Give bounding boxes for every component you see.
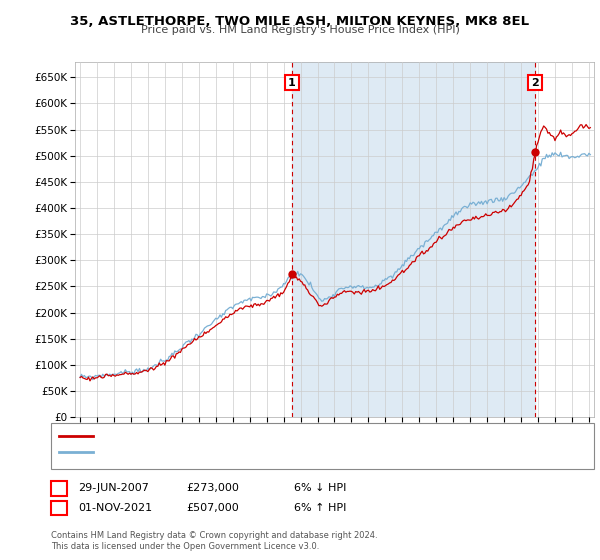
Text: 6% ↓ HPI: 6% ↓ HPI [294,483,346,493]
Text: HPI: Average price, detached house, Milton Keynes: HPI: Average price, detached house, Milt… [97,447,346,458]
Text: 2: 2 [531,77,539,87]
Text: 29-JUN-2007: 29-JUN-2007 [78,483,149,493]
Text: 1: 1 [288,77,296,87]
Text: 35, ASTLETHORPE, TWO MILE ASH, MILTON KEYNES, MK8 8EL (detached house): 35, ASTLETHORPE, TWO MILE ASH, MILTON KE… [97,431,486,441]
Text: This data is licensed under the Open Government Licence v3.0.: This data is licensed under the Open Gov… [51,542,319,550]
Text: 2: 2 [55,503,62,513]
Text: 6% ↑ HPI: 6% ↑ HPI [294,503,346,513]
Text: £507,000: £507,000 [186,503,239,513]
Text: Contains HM Land Registry data © Crown copyright and database right 2024.: Contains HM Land Registry data © Crown c… [51,531,377,540]
Text: 35, ASTLETHORPE, TWO MILE ASH, MILTON KEYNES, MK8 8EL: 35, ASTLETHORPE, TWO MILE ASH, MILTON KE… [70,15,530,27]
Bar [292,62,535,417]
Text: 01-NOV-2021: 01-NOV-2021 [78,503,152,513]
Text: 1: 1 [55,483,62,493]
Text: Price paid vs. HM Land Registry's House Price Index (HPI): Price paid vs. HM Land Registry's House … [140,25,460,35]
Text: £273,000: £273,000 [186,483,239,493]
